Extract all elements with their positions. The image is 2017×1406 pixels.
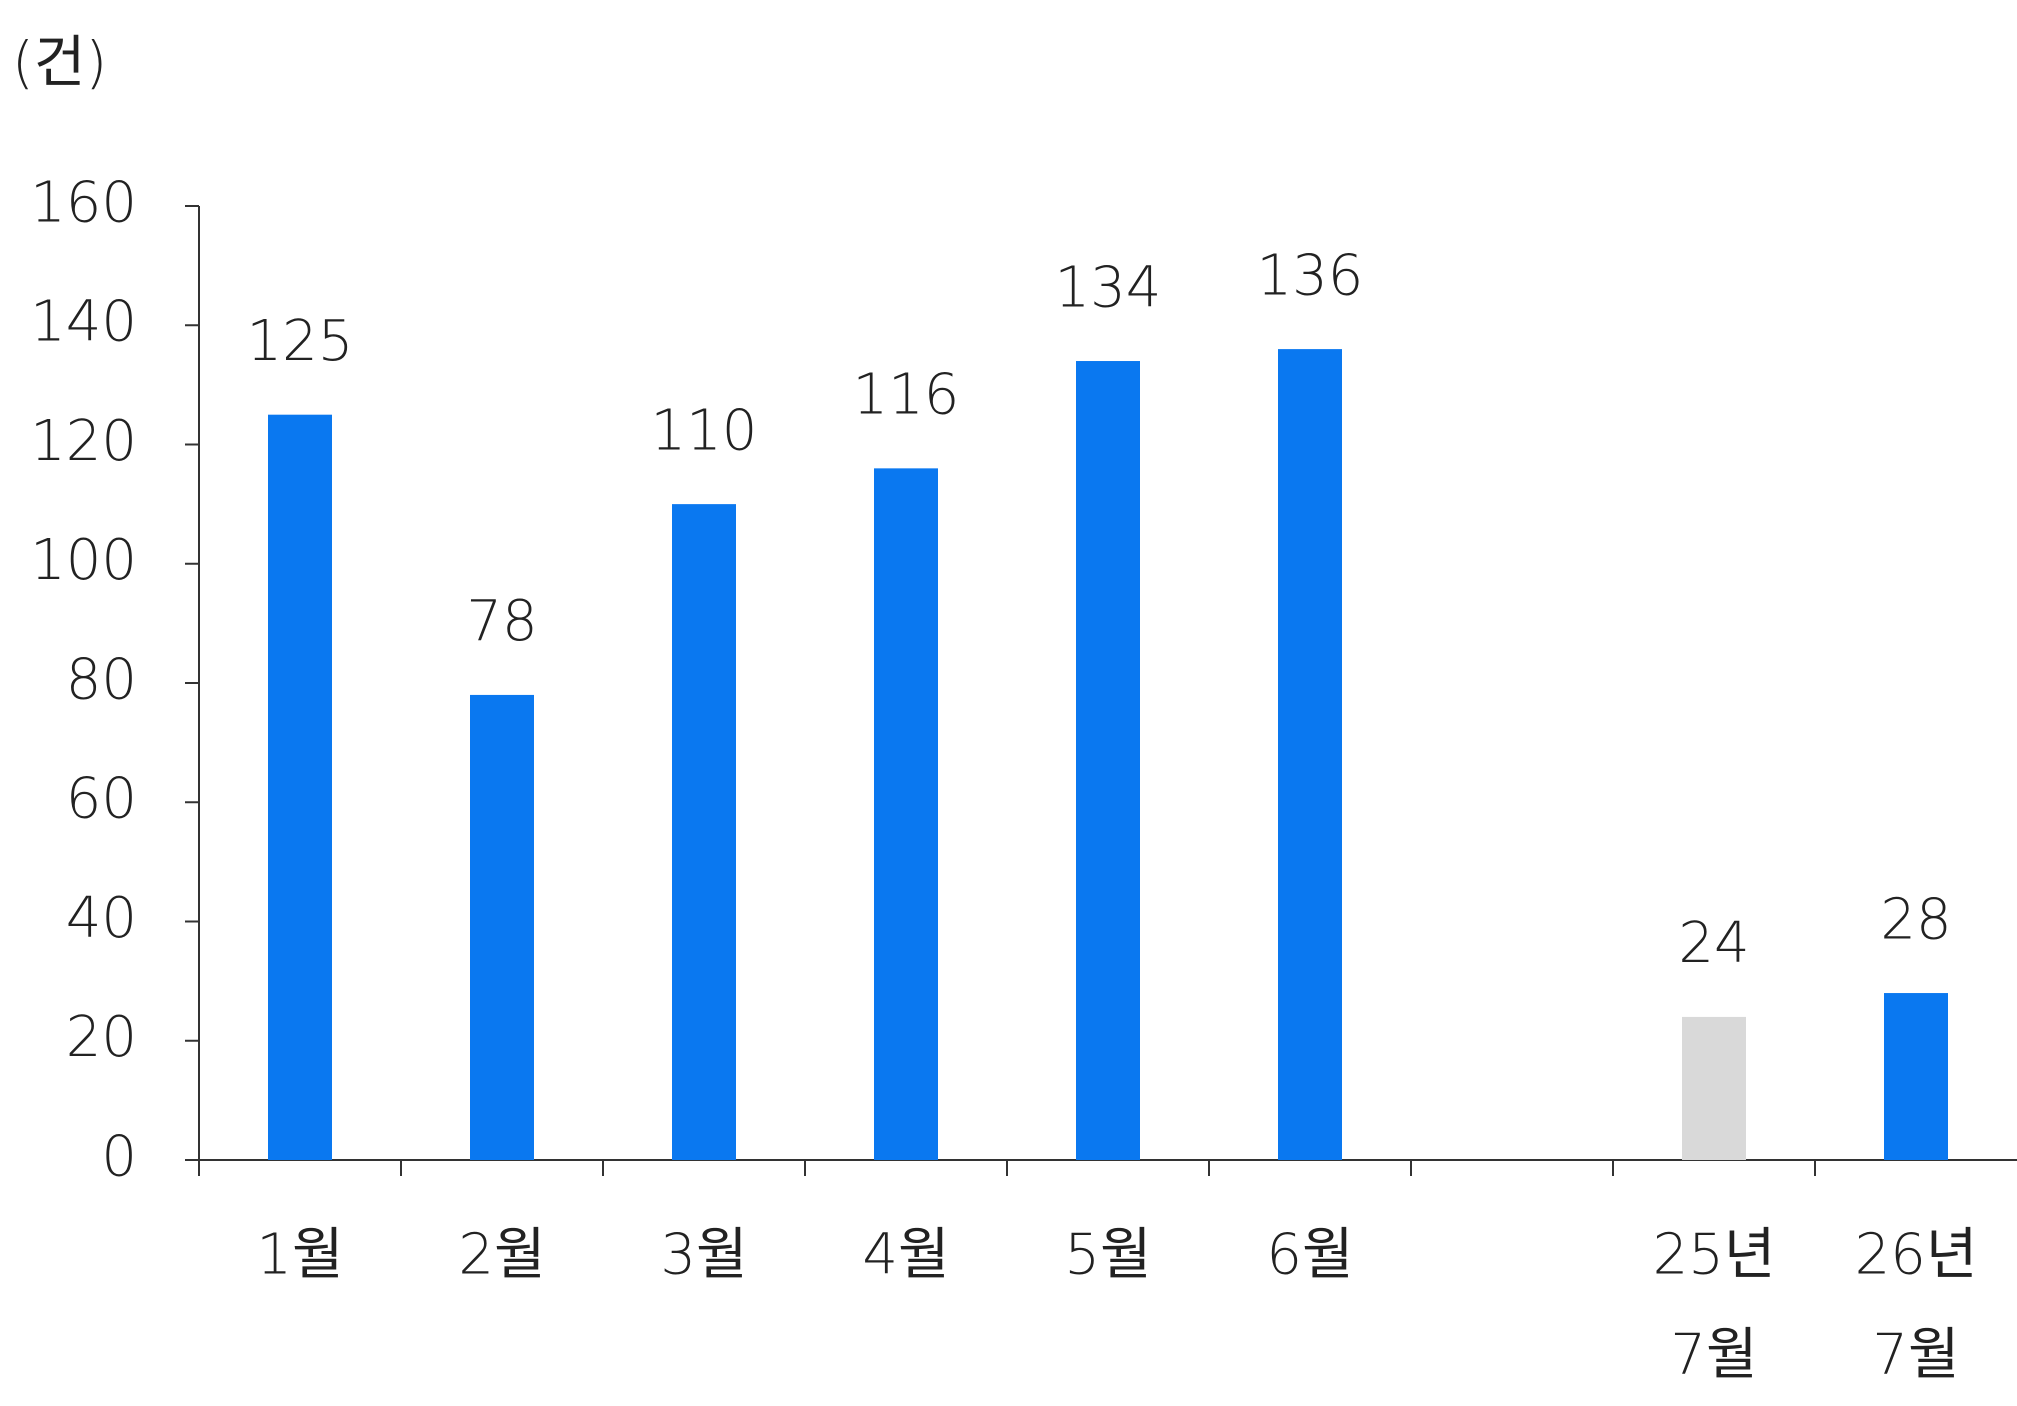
bar [268, 414, 332, 1160]
data-label: 28 [1880, 887, 1951, 952]
data-label: 125 [247, 309, 354, 374]
bar [874, 468, 938, 1161]
y-tick-label: 140 [30, 290, 137, 355]
y-tick-label: 60 [66, 767, 137, 832]
y-tick-label: 0 [101, 1124, 137, 1189]
y-tick-label: 40 [66, 886, 137, 951]
x-tick-label: 5월 [1064, 1222, 1151, 1287]
bar [1076, 361, 1140, 1160]
y-tick-label: 20 [66, 1005, 137, 1070]
y-tick-label: 160 [30, 170, 137, 235]
bar [1884, 993, 1948, 1160]
y-tick-label: 80 [66, 647, 137, 712]
data-label: 134 [1055, 255, 1162, 320]
x-tick-label: 6월 [1266, 1222, 1353, 1287]
bar [470, 694, 534, 1160]
bar [1278, 349, 1342, 1161]
bar [1682, 1016, 1746, 1160]
data-label: 78 [466, 589, 537, 654]
x-tick-label: 2월 [458, 1222, 545, 1287]
x-tick-label: 26년 [1855, 1222, 1978, 1287]
x-tick-label: 7월 [1670, 1322, 1757, 1387]
y-tick-label: 100 [30, 528, 137, 593]
unit-label: (건) [12, 30, 107, 95]
x-tick-label: 1월 [256, 1222, 343, 1287]
data-label: 116 [853, 363, 960, 428]
data-label: 110 [651, 398, 758, 463]
x-tick-label: 7월 [1872, 1322, 1959, 1387]
data-label: 24 [1678, 911, 1749, 976]
data-label: 136 [1257, 243, 1364, 308]
x-tick-label: 25년 [1653, 1222, 1776, 1287]
y-tick-label: 120 [30, 409, 137, 474]
x-tick-label: 3월 [660, 1222, 747, 1287]
x-tick-label: 4월 [862, 1222, 949, 1287]
bar [672, 504, 736, 1160]
